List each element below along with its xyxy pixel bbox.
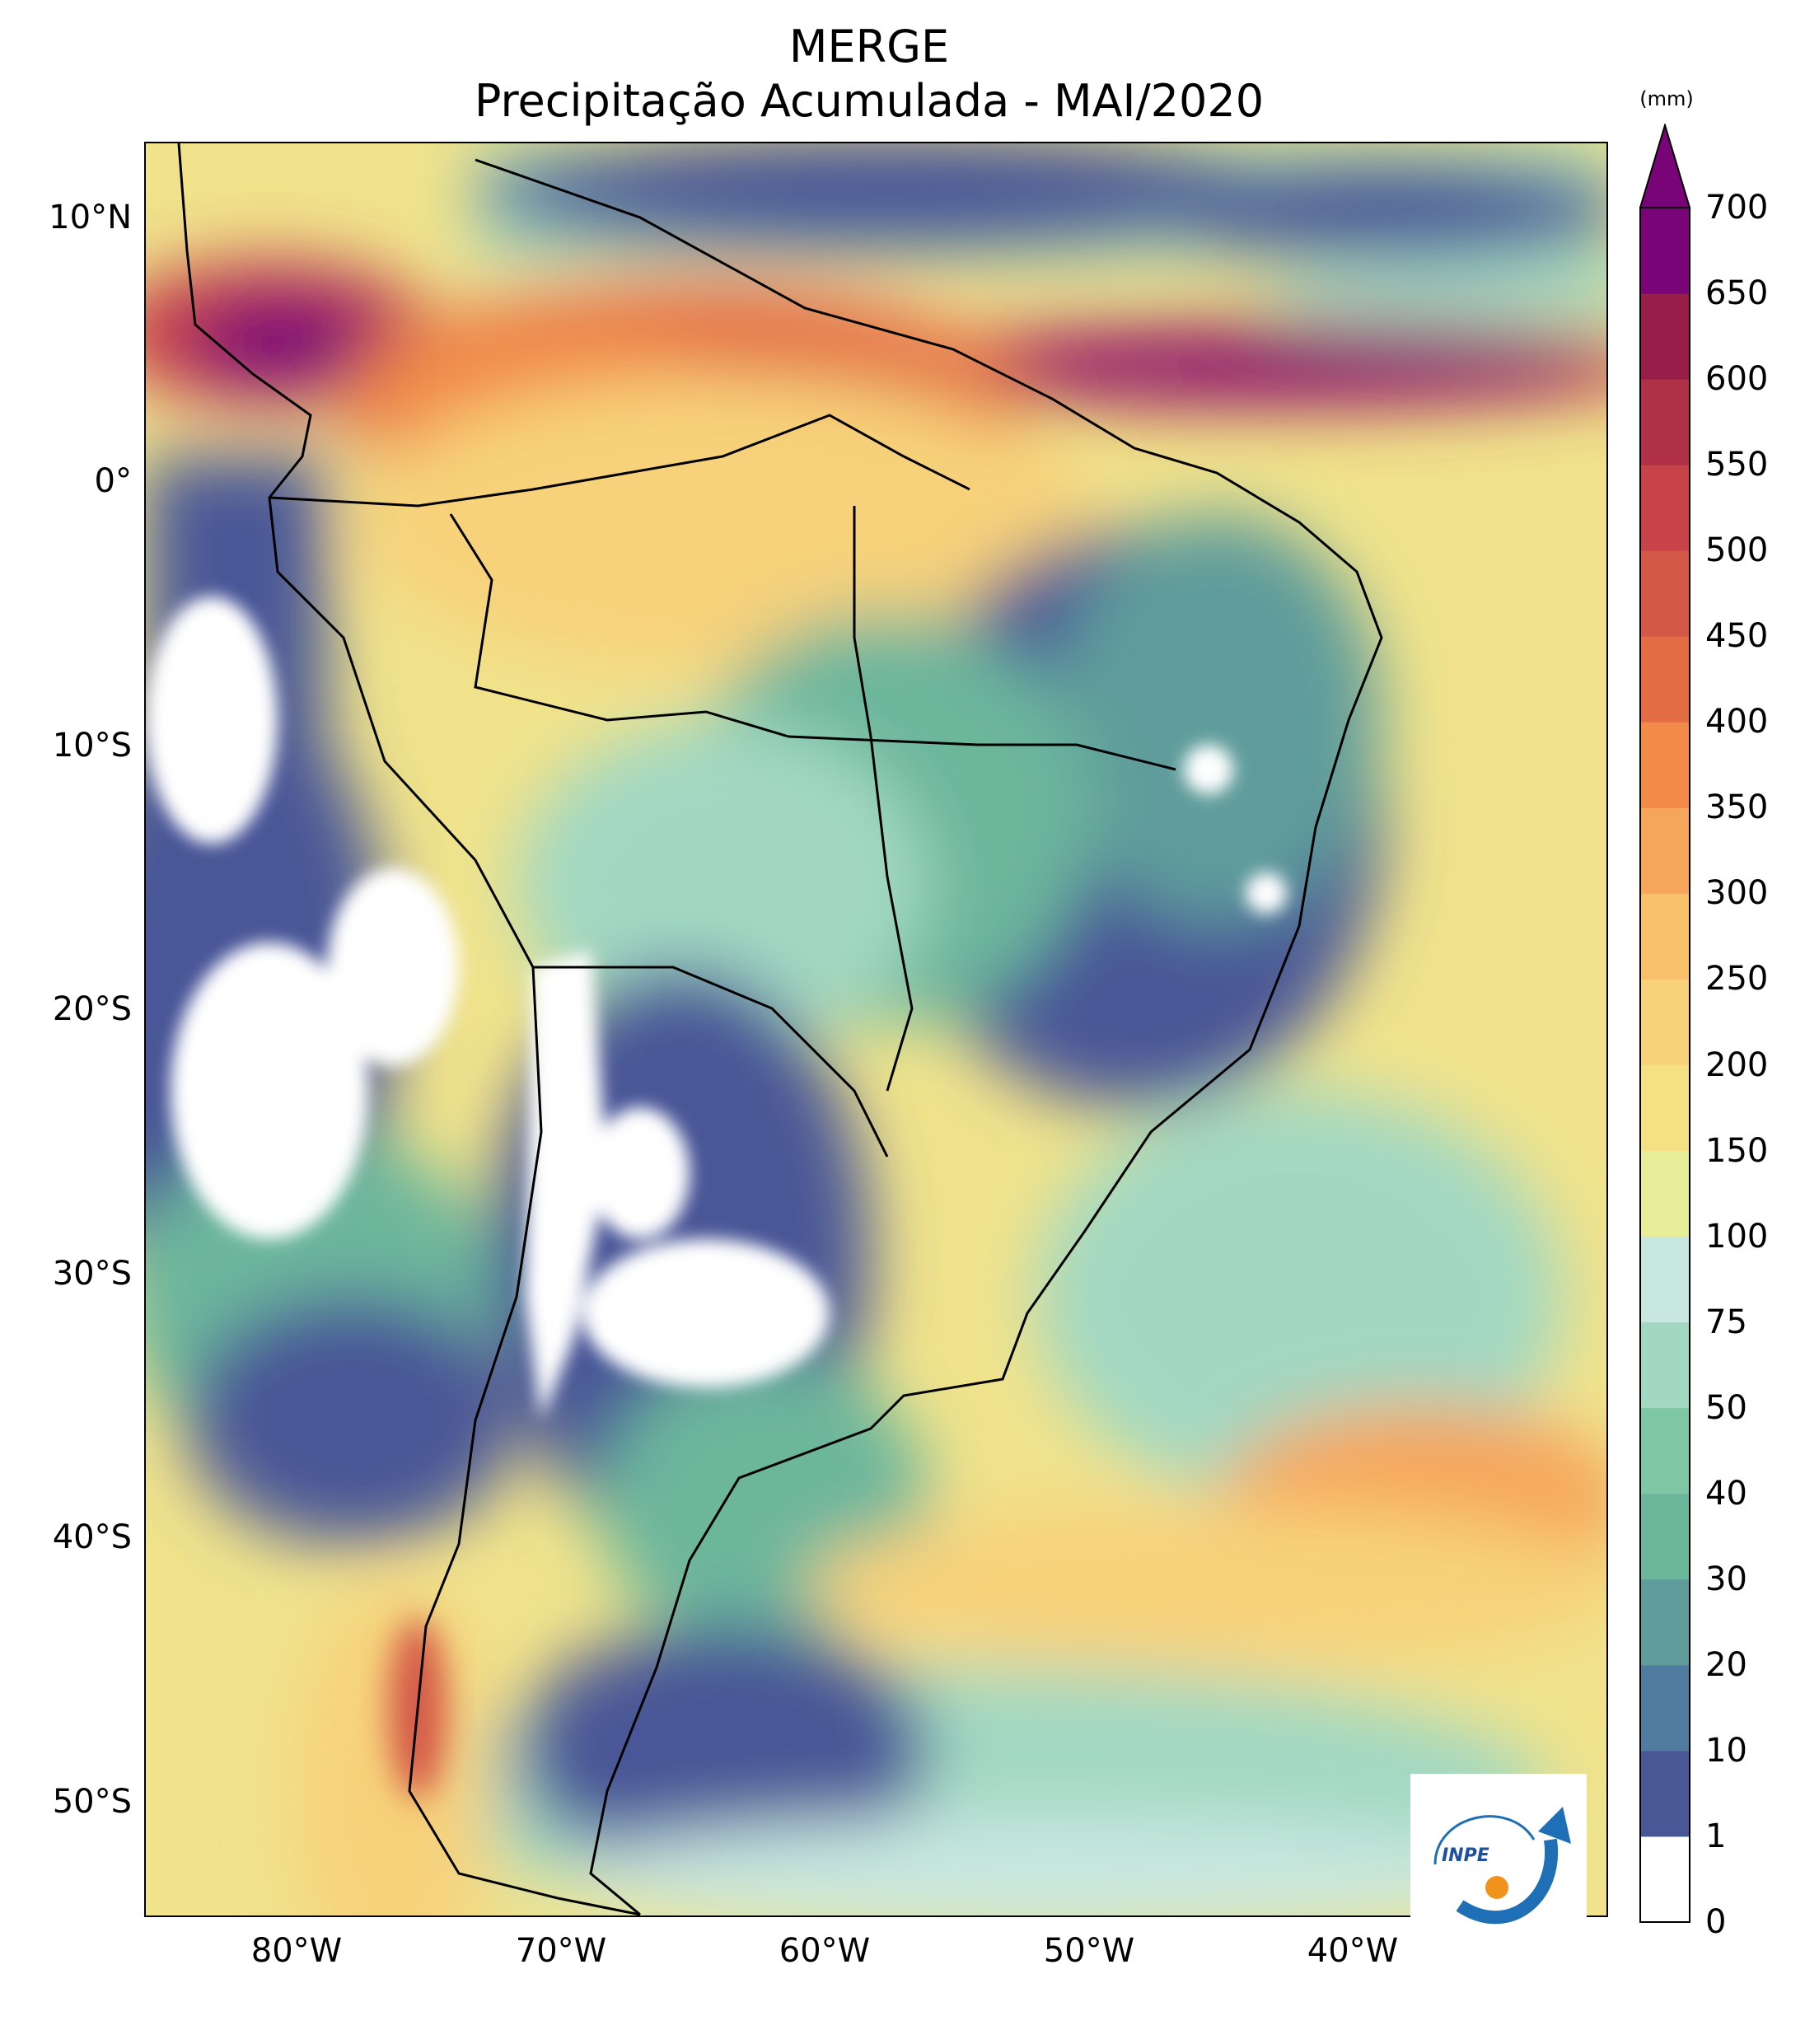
lon-tick-label: 80°W	[250, 1932, 343, 1970]
borders	[177, 143, 1383, 1915]
colorbar-tick-label: 40	[1705, 1474, 1747, 1513]
colorbar-tick-label: 30	[1705, 1560, 1747, 1598]
colorbar-segment	[1640, 1236, 1690, 1323]
colorbar-tick-label: 0	[1705, 1903, 1727, 1941]
precipitation-map	[144, 142, 1608, 1917]
colorbar-segment	[1640, 1750, 1690, 1837]
colorbar-tick-label: 300	[1705, 874, 1769, 913]
colorbar-segment	[1640, 893, 1690, 980]
map-subtitle: Precipitação Acumulada - MAI/2020	[474, 75, 1265, 127]
colorbar-tick-label: 50	[1705, 1388, 1747, 1427]
colorbar-tick-label: 350	[1705, 788, 1769, 827]
colorbar-tick-label: 550	[1705, 446, 1769, 484]
colorbar-segment	[1640, 550, 1690, 637]
lon-tick-label: 70°W	[515, 1932, 607, 1970]
colorbar-extend-arrow	[1639, 124, 1690, 208]
colorbar-segment	[1640, 807, 1690, 894]
inpe-logo-text: INPE	[1442, 1845, 1489, 1866]
inpe-logo	[1410, 1774, 1587, 1948]
colorbar-segment	[1640, 1493, 1690, 1580]
lat-tick-label: 10°S	[52, 727, 132, 765]
colorbar-segment	[1640, 1064, 1690, 1152]
colorbar-segment	[1640, 379, 1690, 465]
colorbar-segment	[1640, 465, 1690, 551]
colorbar-tick-label: 450	[1705, 617, 1769, 656]
colorbar-frame	[1639, 207, 1690, 1923]
colorbar-segment	[1640, 1664, 1690, 1752]
colorbar-segment	[1640, 1407, 1690, 1494]
lat-tick-label: 0°	[94, 462, 132, 500]
colorbar-segment	[1640, 979, 1690, 1065]
colorbar-segment	[1640, 722, 1690, 808]
colorbar-tick-label: 10	[1705, 1731, 1747, 1770]
colorbar-tick-label: 20	[1705, 1645, 1747, 1684]
lon-tick-label: 50°W	[1043, 1932, 1135, 1970]
colorbar-tick-label: 500	[1705, 531, 1769, 570]
colorbar-tick-label: 100	[1705, 1217, 1769, 1256]
colorbar-segment	[1640, 1321, 1690, 1409]
no-rain-zones	[146, 596, 1287, 1420]
colorbar-tick-label: 75	[1705, 1303, 1747, 1341]
lat-tick-label: 30°S	[52, 1255, 132, 1293]
colorbar-tick-label: 700	[1705, 189, 1769, 227]
colorbar	[1639, 124, 1690, 1923]
lat-tick-label: 20°S	[52, 990, 132, 1028]
colorbar-tick-label: 150	[1705, 1131, 1769, 1170]
colorbar-unit: (mm)	[1639, 87, 1694, 110]
lon-tick-label: 40°W	[1307, 1932, 1399, 1970]
colorbar-segment	[1640, 208, 1690, 294]
colorbar-segment	[1640, 1836, 1690, 1923]
lat-tick-label: 10°N	[49, 199, 132, 236]
map-title: MERGE	[788, 21, 950, 72]
lat-tick-label: 40°S	[52, 1518, 132, 1556]
lon-tick-label: 60°W	[779, 1932, 871, 1970]
colorbar-tick-label: 200	[1705, 1045, 1769, 1084]
colorbar-segment	[1640, 1579, 1690, 1666]
colorbar-tick-label: 600	[1705, 360, 1769, 399]
colorbar-tick-label: 250	[1705, 960, 1769, 999]
map-canvas	[146, 143, 1606, 1915]
lat-tick-label: 50°S	[52, 1783, 132, 1821]
colorbar-segment	[1640, 1150, 1690, 1237]
colorbar-segment	[1640, 293, 1690, 380]
colorbar-tick-label: 400	[1705, 703, 1769, 741]
inpe-logo-icon	[1433, 1807, 1571, 1925]
colorbar-segment	[1640, 636, 1690, 723]
colorbar-tick-label: 650	[1705, 274, 1769, 313]
colorbar-tick-label: 1	[1705, 1817, 1727, 1855]
